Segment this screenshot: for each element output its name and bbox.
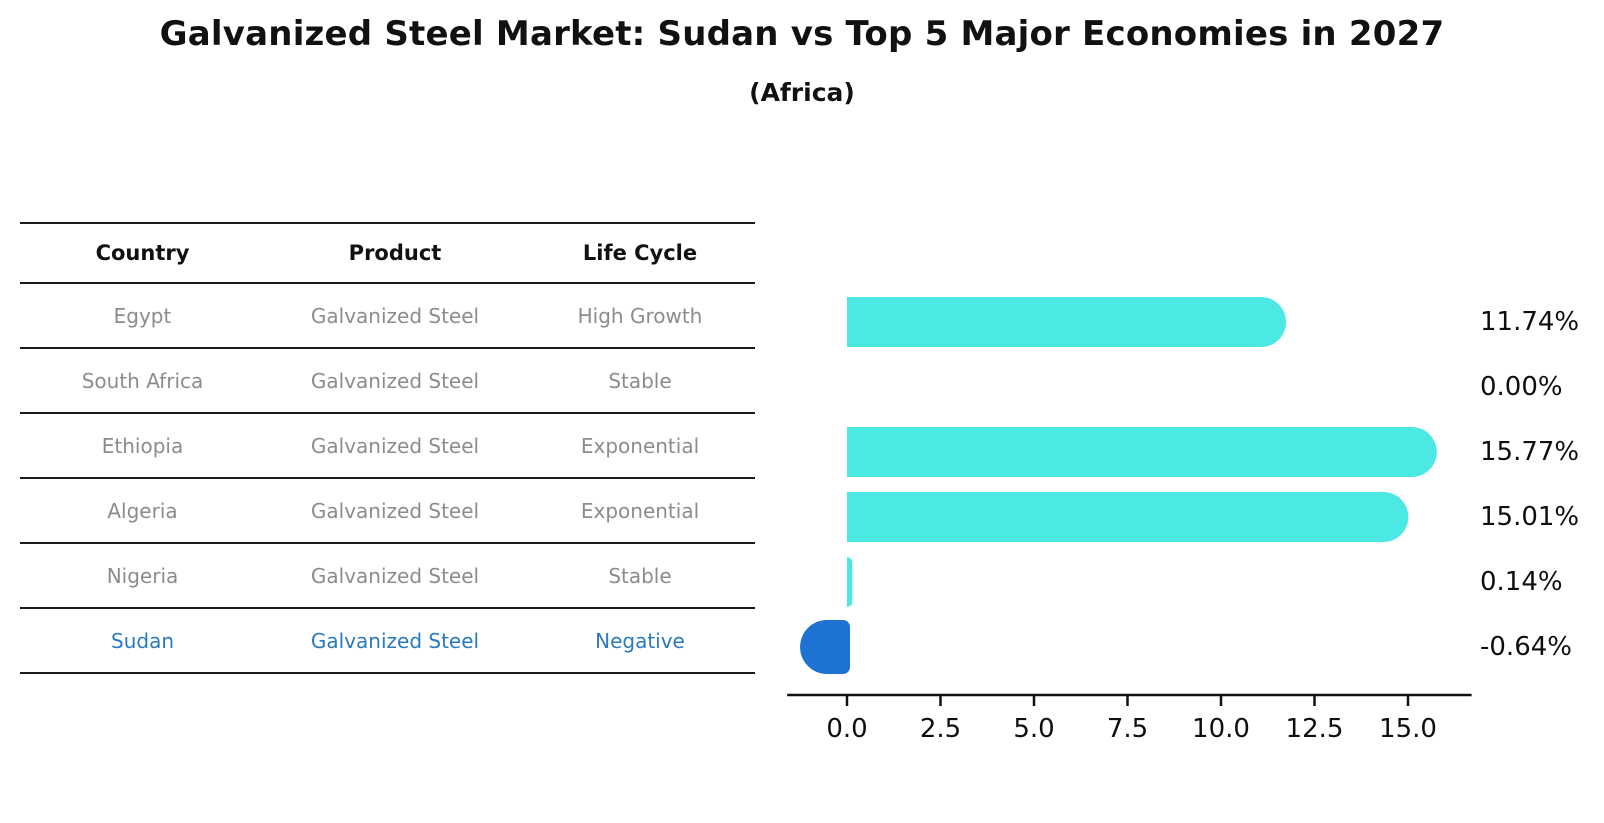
x-tick-label: 0.0 bbox=[826, 714, 867, 744]
x-tick-label: 10.0 bbox=[1192, 714, 1250, 744]
cell-country: Nigeria bbox=[106, 563, 179, 588]
x-tick-label: 5.0 bbox=[1013, 714, 1054, 744]
cell-product: Galvanized Steel bbox=[310, 433, 480, 458]
bar-chart: 11.74% 0.00% 15.77% 15.01% 0.14% -0.64% 0.0 2.5… bbox=[787, 297, 1579, 744]
bar-value-label-nigeria: 0.14% bbox=[1480, 567, 1563, 597]
bar-value-label-algeria: 15.01% bbox=[1480, 502, 1579, 532]
x-tick-label: 12.5 bbox=[1286, 714, 1344, 744]
cell-country: South Africa bbox=[81, 368, 204, 393]
table-row-south-africa: South Africa Galvanized Steel Stable bbox=[20, 348, 755, 413]
country-table: Country Product Life Cycle Egypt Galvani… bbox=[20, 222, 755, 674]
table-header-product: Product bbox=[348, 241, 442, 265]
bar-ethiopia bbox=[847, 427, 1437, 477]
cell-life-cycle: High Growth bbox=[577, 303, 703, 328]
x-tick-label: 7.5 bbox=[1107, 714, 1148, 744]
cell-life-cycle: Exponential bbox=[580, 433, 700, 458]
bar-value-label-egypt: 11.74% bbox=[1480, 307, 1579, 337]
cell-country: Algeria bbox=[107, 498, 178, 523]
bar-sudan bbox=[800, 620, 850, 674]
cell-product: Galvanized Steel bbox=[310, 563, 480, 588]
table-header-life-cycle: Life Cycle bbox=[582, 241, 698, 265]
chart-subtitle: (Africa) bbox=[749, 78, 855, 107]
x-tick-label: 15.0 bbox=[1379, 714, 1437, 744]
x-tick-label: 2.5 bbox=[920, 714, 961, 744]
cell-product: Galvanized Steel bbox=[310, 498, 480, 523]
cell-country: Ethiopia bbox=[101, 433, 184, 458]
table-header-country: Country bbox=[95, 241, 190, 265]
table-row-ethiopia: Ethiopia Galvanized Steel Exponential bbox=[20, 413, 755, 478]
bar-algeria bbox=[847, 492, 1409, 542]
bar-value-label-south-africa: 0.00% bbox=[1480, 372, 1563, 402]
bar-egypt bbox=[847, 297, 1287, 347]
bar-value-label-ethiopia: 15.77% bbox=[1480, 437, 1579, 467]
table-row-egypt: Egypt Galvanized Steel High Growth bbox=[20, 283, 755, 348]
cell-product: Galvanized Steel bbox=[310, 368, 480, 393]
cell-product: Galvanized Steel bbox=[310, 628, 480, 653]
bar-value-label-sudan: -0.64% bbox=[1480, 632, 1572, 662]
table-row-sudan: Sudan Galvanized Steel Negative bbox=[20, 608, 755, 673]
table-row-nigeria: Nigeria Galvanized Steel Stable bbox=[20, 543, 755, 608]
cell-country: Sudan bbox=[111, 628, 174, 653]
bar-nigeria bbox=[847, 557, 853, 607]
table-row-algeria: Algeria Galvanized Steel Exponential bbox=[20, 478, 755, 543]
table-header-row: Country Product Life Cycle bbox=[20, 223, 755, 283]
cell-product: Galvanized Steel bbox=[310, 303, 480, 328]
cell-life-cycle: Stable bbox=[608, 563, 672, 588]
cell-country: Egypt bbox=[113, 303, 172, 328]
cell-life-cycle: Stable bbox=[608, 368, 672, 393]
cell-life-cycle: Negative bbox=[595, 628, 685, 653]
cell-life-cycle: Exponential bbox=[580, 498, 700, 523]
chart-title: Galvanized Steel Market: Sudan vs Top 5 … bbox=[159, 14, 1445, 54]
